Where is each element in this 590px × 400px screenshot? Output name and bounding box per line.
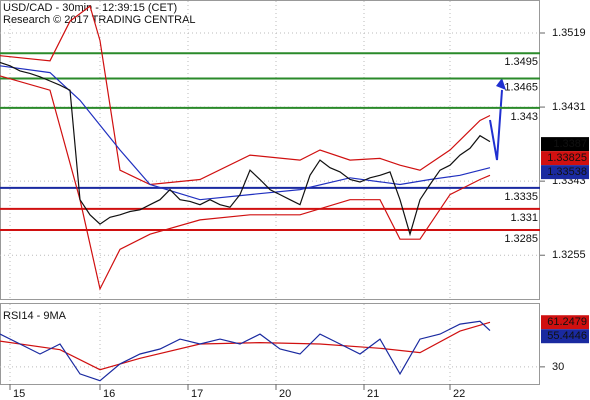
series-line	[0, 320, 491, 382]
price-tag-label: 61.2479	[547, 316, 587, 328]
rsi-title: RSI14 - 9MA	[3, 310, 67, 322]
price-tag	[541, 137, 589, 152]
price-tag-label: 1.3387	[553, 138, 587, 150]
price-tag	[541, 151, 589, 166]
price-tag-label: 1.33538	[547, 166, 587, 178]
level-label: 1.3335	[504, 191, 538, 203]
price-tag-label: 1.33825	[547, 152, 587, 164]
level-label: 1.343	[510, 111, 538, 123]
price-tag	[541, 315, 589, 330]
series-line	[0, 75, 491, 291]
x-tick-label: 15	[13, 388, 25, 400]
y-tick-label: 1.3431	[552, 101, 586, 113]
price-panel	[0, 0, 540, 300]
level-label: 1.331	[510, 212, 538, 224]
forecast-arrow	[489, 89, 503, 161]
level-label: 1.3285	[504, 233, 538, 245]
y-tick-label: 1.3255	[552, 249, 586, 261]
price-tag-label: 55.4446	[547, 330, 587, 342]
series-line	[0, 65, 491, 201]
x-tick-label: 22	[453, 388, 465, 400]
rsi-panel	[0, 303, 540, 385]
y-tick-label: 30	[552, 361, 564, 373]
x-tick-label: 20	[279, 388, 291, 400]
x-tick-label: 16	[103, 388, 115, 400]
arrow-head	[496, 78, 506, 90]
y-tick-label: 1.3519	[552, 27, 586, 39]
level-label: 1.3465	[504, 81, 538, 93]
series-line	[0, 321, 491, 371]
chart-subtitle: Research © 2017 TRADING CENTRAL	[3, 14, 196, 26]
price-tag	[541, 329, 589, 344]
level-label: 1.3495	[504, 56, 538, 68]
price-tag	[541, 165, 589, 180]
x-tick-label: 17	[191, 388, 203, 400]
x-tick-label: 21	[367, 388, 379, 400]
series-line	[0, 5, 491, 186]
series-line	[0, 61, 491, 237]
